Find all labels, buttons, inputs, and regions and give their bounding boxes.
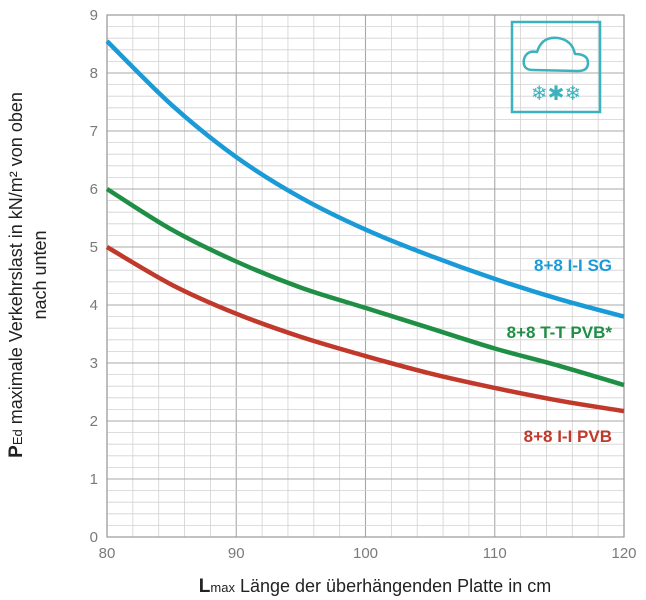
y-tick-label: 3 [90,355,98,372]
y-tick-label: 7 [90,123,98,140]
x-tick-label: 90 [228,545,245,562]
svg-text:❄✱❄: ❄✱❄ [531,81,581,105]
y-tick-labels: 0 1 2 3 4 5 6 7 8 9 [90,7,98,546]
series-labels: 8+8 I-I SG 8+8 T-T PVB* 8+8 I-I PVB [507,256,613,446]
series-label: 8+8 I-I SG [534,256,612,275]
x-tick-label: 120 [611,545,636,562]
x-tick-label: 80 [99,545,116,562]
y-tick-label: 0 [90,529,98,546]
y-tick-label: 6 [90,181,98,198]
x-axis-title: Lmax Länge der überhängenden Platte in c… [199,576,551,597]
x-tick-labels: 80 90 100 110 120 [99,545,637,562]
y-axis-title-line2: nach unten [30,230,50,319]
series-line [105,245,625,414]
y-axis-title: PEd maximale Verkehrslast in kN/m² von o… [6,92,50,458]
x-tick-label: 110 [483,545,507,562]
series-line [105,39,625,319]
y-tick-label: 1 [90,471,98,488]
y-tick-label: 9 [90,7,98,24]
svg-text:PEd maximale Verkehrslast in k: PEd maximale Verkehrslast in kN/m² von o… [6,92,27,458]
series-lines [105,39,625,414]
y-tick-label: 4 [90,297,98,314]
series-line [105,187,625,388]
y-tick-label: 5 [90,239,98,256]
cloud-snow-icon: ❄✱❄ [510,20,602,114]
y-tick-label: 2 [90,413,98,430]
series-label: 8+8 I-I PVB [524,427,612,446]
y-tick-label: 8 [90,65,98,82]
chart-grid [106,14,625,538]
x-tick-label: 100 [353,545,378,562]
series-label: 8+8 T-T PVB* [507,323,613,342]
plot-frame [106,14,625,538]
